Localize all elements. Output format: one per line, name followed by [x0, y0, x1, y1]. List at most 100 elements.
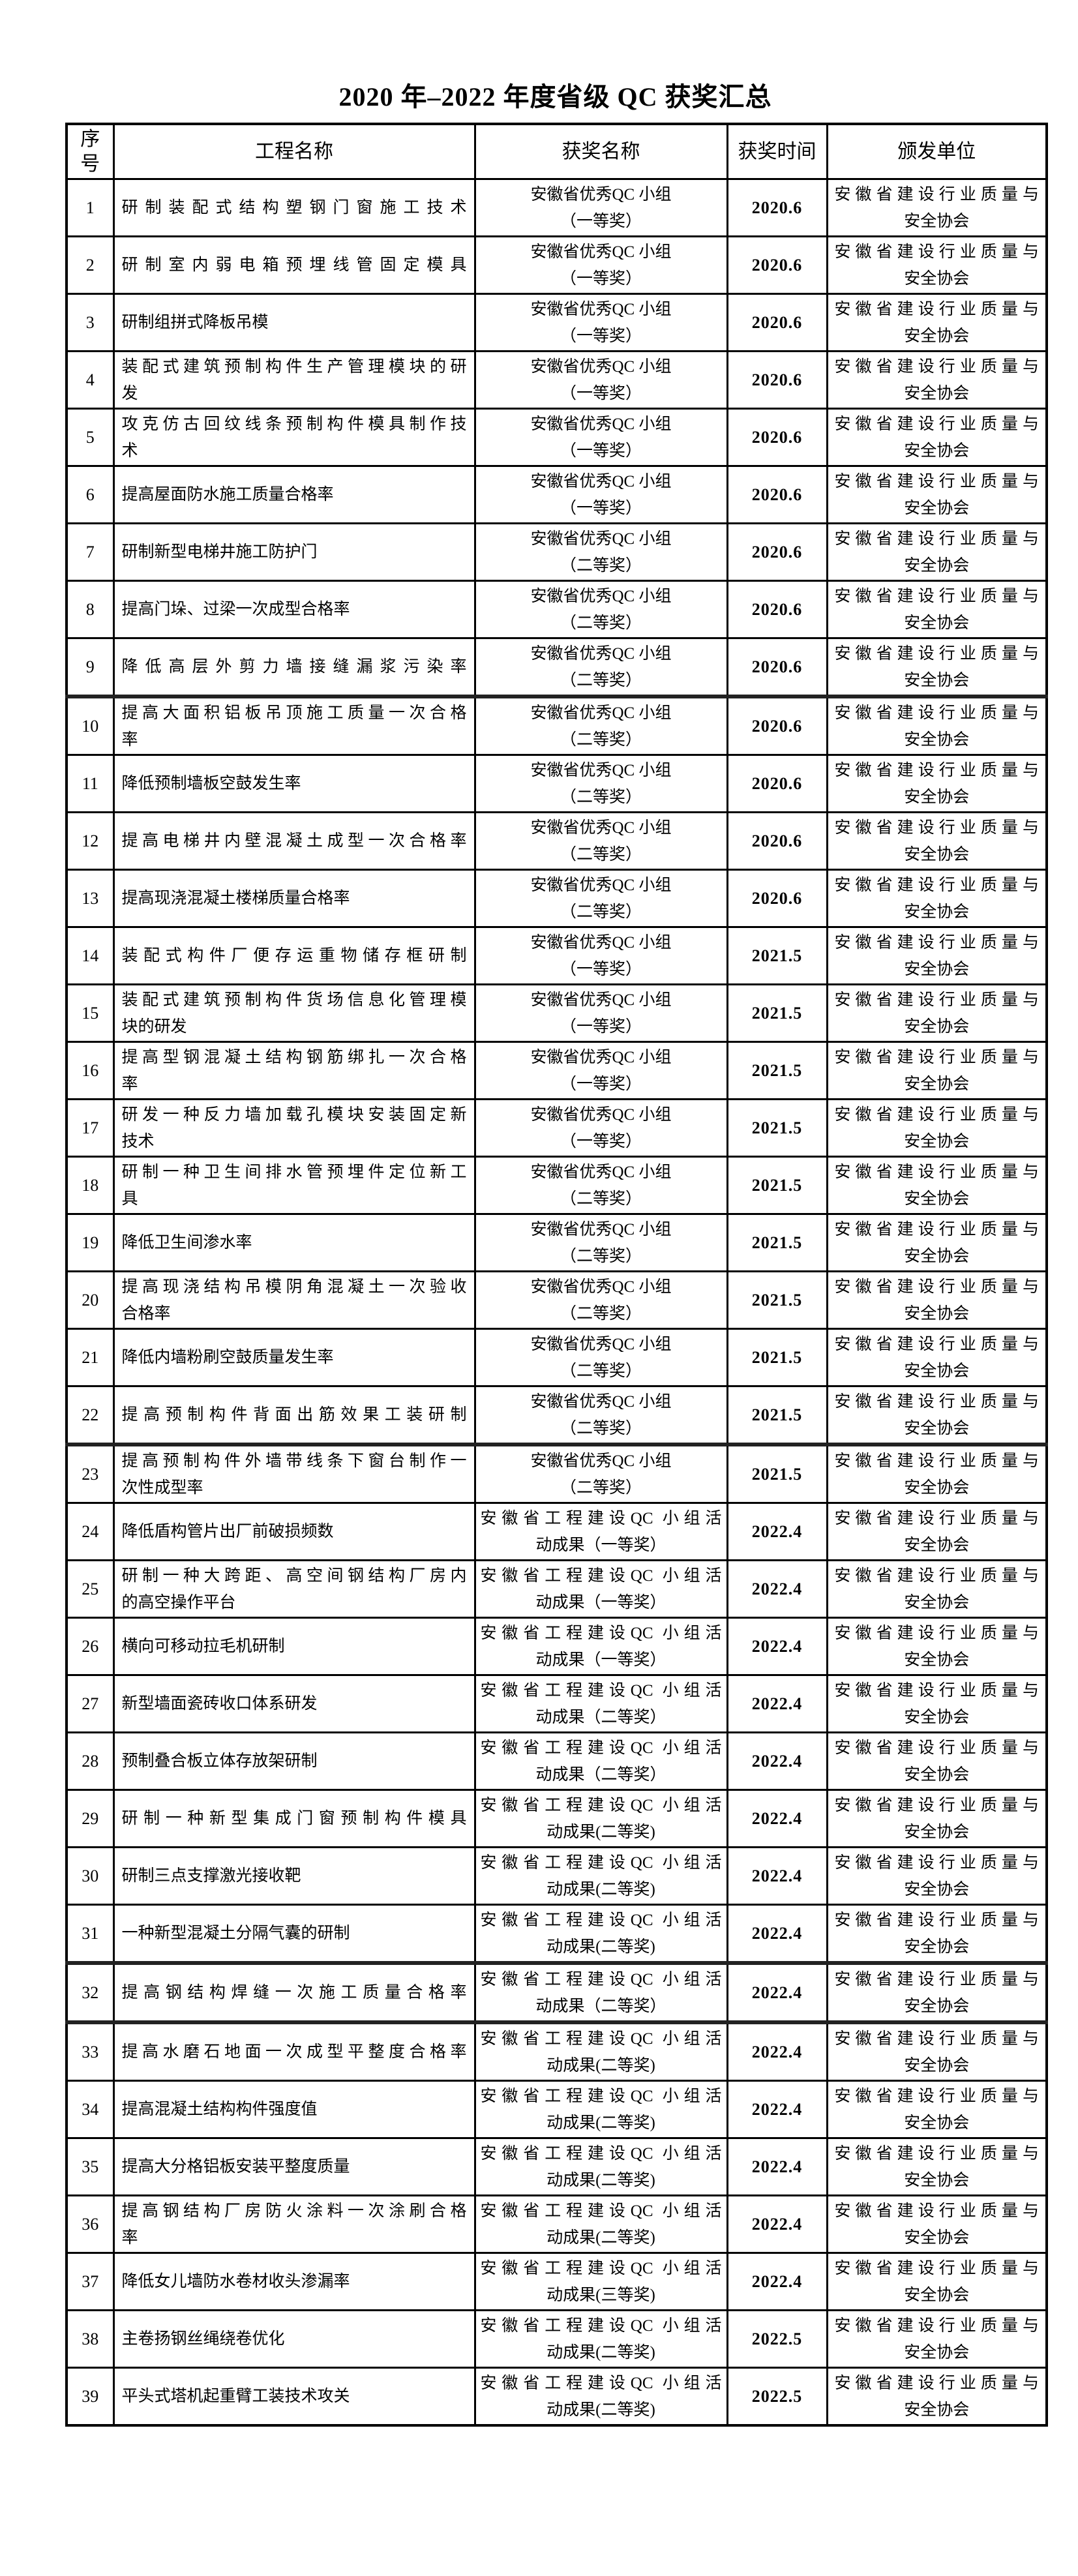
- cell-no: 18: [65, 1156, 115, 1215]
- cell-time: 2022.4: [726, 1846, 828, 1906]
- cell-issuer: 安徽省建设行业质量与 安全协会: [826, 1328, 1048, 1387]
- table-row: 35 提高大分格铝板安装平整度质量 安徽省工程建设QC 小组活 动成果(二等奖) 202…: [65, 2137, 1048, 2196]
- table-row: 26 横向可移动拉毛机研制 安徽省工程建设QC 小组活 动成果（一等奖） 2022.4 安…: [65, 1617, 1048, 1676]
- cell-time: 2022.5: [726, 2309, 828, 2369]
- cell-issuer: 安徽省建设行业质量与 安全协会: [826, 983, 1048, 1043]
- cell-issuer: 安徽省建设行业质量与 安全协会: [826, 695, 1048, 756]
- cell-award: 安徽省工程建设QC 小组活 动成果(二等奖): [473, 2367, 728, 2427]
- cell-issuer: 安徽省建设行业质量与 安全协会: [826, 1385, 1048, 1446]
- table-row: 22 提高预制构件背面出筋效果工装研制 安徽省优秀QC 小组 （二等奖） 2021.5 安…: [65, 1385, 1048, 1446]
- cell-name: 提高现浇结构吊模阴角混凝土一次验收 合格率: [112, 1270, 476, 1330]
- cell-time: 2020.6: [726, 754, 828, 813]
- cell-name: 研制三点支撑激光接收靶: [112, 1846, 476, 1906]
- column-header-award-name: 获奖名称: [473, 123, 728, 180]
- cell-no: 31: [65, 1904, 115, 1964]
- table-row: 33 提高水磨石地面一次成型平整度合格率 安徽省工程建设QC 小组活 动成果(二等奖)…: [65, 2020, 1048, 2082]
- cell-no: 23: [65, 1443, 115, 1504]
- cell-name: 研制一种大跨距、高空间钢结构厂房内 的高空操作平台: [112, 1559, 476, 1619]
- cell-issuer: 安徽省建设行业质量与 安全协会: [826, 1961, 1048, 2024]
- cell-no: 37: [65, 2252, 115, 2311]
- cell-name: 降低预制墙板空鼓发生率: [112, 754, 476, 813]
- cell-no: 36: [65, 2194, 115, 2254]
- cell-no: 29: [65, 1789, 115, 1848]
- cell-name: 提高型钢混凝土结构钢筋绑扎一次合格率: [112, 1041, 476, 1100]
- cell-award: 安徽省工程建设QC 小组活 动成果（一等奖）: [473, 1559, 728, 1619]
- table-row: 20 提高现浇结构吊模阴角混凝土一次验收 合格率 安徽省优秀QC 小组 （二等奖） 202…: [65, 1270, 1048, 1330]
- table-row: 9 降低高层外剪力墙接缝漏浆污染率 安徽省优秀QC 小组 （二等奖） 2020.6 安徽省…: [65, 637, 1048, 698]
- cell-time: 2021.5: [726, 926, 828, 985]
- cell-issuer: 安徽省建设行业质量与 安全协会: [826, 1846, 1048, 1906]
- cell-award: 安徽省优秀QC 小组 （二等奖）: [473, 1443, 728, 1504]
- table-row: 14 装配式构件厂便存运重物储存框研制 安徽省优秀QC 小组 （一等奖） 2021.5 安…: [65, 926, 1048, 985]
- cell-award: 安徽省优秀QC 小组 （一等奖）: [473, 465, 728, 524]
- cell-award: 安徽省优秀QC 小组 （二等奖）: [473, 1156, 728, 1215]
- table-row: 18 研制一种卫生间排水管预埋件定位新工具安徽省优秀QC 小组 （二等奖） 2021.…: [65, 1156, 1048, 1215]
- table-row: 21 降低内墙粉刷空鼓质量发生率 安徽省优秀QC 小组 （二等奖） 2021.5 安徽省建…: [65, 1328, 1048, 1387]
- cell-name: 提高门垛、过梁一次成型合格率: [112, 580, 476, 639]
- cell-issuer: 安徽省建设行业质量与 安全协会: [826, 637, 1048, 698]
- table-row: 6 提高屋面防水施工质量合格率 安徽省优秀QC 小组 （一等奖） 2020.6 安徽省建设…: [65, 465, 1048, 524]
- cell-award: 安徽省优秀QC 小组 （一等奖）: [473, 235, 728, 295]
- awards-table: 序号 工程名称 获奖名称 获奖时间 颁发单位 1 研制装配式结构塑钢门窗施工技术安…: [65, 123, 1048, 2427]
- cell-time: 2022.4: [726, 1731, 828, 1791]
- cell-name: 研制室内弱电箱预埋线管固定模具: [112, 235, 476, 295]
- cell-award: 安徽省工程建设QC 小组活 动成果（一等奖）: [473, 1502, 728, 1561]
- cell-time: 2022.4: [726, 2080, 828, 2139]
- cell-no: 22: [65, 1385, 115, 1446]
- cell-name: 提高钢结构焊缝一次施工质量合格率: [112, 1961, 476, 2024]
- cell-name: 研制一种新型集成门窗预制构件模具: [112, 1789, 476, 1848]
- cell-award: 安徽省工程建设QC 小组活 动成果(二等奖): [473, 2137, 728, 2196]
- cell-name: 提高屋面防水施工质量合格率: [112, 465, 476, 524]
- cell-name: 提高水磨石地面一次成型平整度合格率: [112, 2020, 476, 2082]
- cell-award: 安徽省工程建设QC 小组活 动成果(二等奖): [473, 1789, 728, 1848]
- cell-issuer: 安徽省建设行业质量与 安全协会: [826, 1041, 1048, 1100]
- cell-name: 预制叠合板立体存放架研制: [112, 1731, 476, 1791]
- cell-award: 安徽省优秀QC 小组 （二等奖）: [473, 754, 728, 813]
- table-row: 16 提高型钢混凝土结构钢筋绑扎一次合格率安徽省优秀QC 小组 （一等奖） 2021.…: [65, 1041, 1048, 1100]
- cell-no: 3: [65, 293, 115, 352]
- cell-no: 26: [65, 1617, 115, 1676]
- cell-issuer: 安徽省建设行业质量与 安全协会: [826, 1443, 1048, 1504]
- cell-issuer: 安徽省建设行业质量与 安全协会: [826, 1098, 1048, 1158]
- table-row: 15 装配式建筑预制构件货场信息化管理模 块的研发 安徽省优秀QC 小组 （一等奖） 20…: [65, 983, 1048, 1043]
- cell-time: 2021.5: [726, 1328, 828, 1387]
- cell-award: 安徽省优秀QC 小组 （二等奖）: [473, 811, 728, 871]
- cell-name: 提高电梯井内壁混凝土成型一次合格率: [112, 811, 476, 871]
- cell-award: 安徽省优秀QC 小组 （一等奖）: [473, 983, 728, 1043]
- cell-name: 研制装配式结构塑钢门窗施工技术: [112, 178, 476, 237]
- cell-time: 2021.5: [726, 1213, 828, 1272]
- cell-issuer: 安徽省建设行业质量与 安全协会: [826, 1502, 1048, 1561]
- cell-name: 攻克仿古回纹线条预制构件模具制作技术: [112, 408, 476, 467]
- cell-time: 2020.6: [726, 811, 828, 871]
- cell-time: 2021.5: [726, 1443, 828, 1504]
- cell-award: 安徽省优秀QC 小组 （一等奖）: [473, 1041, 728, 1100]
- cell-time: 2022.4: [726, 1559, 828, 1619]
- table-row: 38 主卷扬钢丝绳绕卷优化 安徽省工程建设QC 小组活 动成果(二等奖) 2022.5 安…: [65, 2309, 1048, 2369]
- cell-time: 2021.5: [726, 1098, 828, 1158]
- header-row: 序号 工程名称 获奖名称 获奖时间 颁发单位: [65, 123, 1048, 180]
- cell-award: 安徽省优秀QC 小组 （二等奖）: [473, 1385, 728, 1446]
- cell-time: 2022.4: [726, 1789, 828, 1848]
- table-row: 11 降低预制墙板空鼓发生率 安徽省优秀QC 小组 （二等奖） 2020.6 安徽省建设行…: [65, 754, 1048, 813]
- cell-award: 安徽省工程建设QC 小组活 动成果(二等奖): [473, 2194, 728, 2254]
- cell-no: 14: [65, 926, 115, 985]
- cell-award: 安徽省工程建设QC 小组活 动成果(二等奖): [473, 2080, 728, 2139]
- cell-name: 提高混凝土结构构件强度值: [112, 2080, 476, 2139]
- cell-no: 28: [65, 1731, 115, 1791]
- cell-award: 安徽省优秀QC 小组 （一等奖）: [473, 293, 728, 352]
- cell-no: 35: [65, 2137, 115, 2196]
- page-title: 2020 年–2022 年度省级 QC 获奖汇总: [338, 82, 772, 112]
- cell-name: 提高大分格铝板安装平整度质量: [112, 2137, 476, 2196]
- cell-name: 提高大面积铝板吊顶施工质量一次合格率: [112, 695, 476, 756]
- cell-time: 2022.4: [726, 1904, 828, 1964]
- cell-name: 降低卫生间渗水率: [112, 1213, 476, 1272]
- cell-name: 降低盾构管片出厂前破损频数: [112, 1502, 476, 1561]
- cell-issuer: 安徽省建设行业质量与 安全协会: [826, 1156, 1048, 1215]
- cell-time: 2020.6: [726, 637, 828, 698]
- cell-issuer: 安徽省建设行业质量与 安全协会: [826, 2020, 1048, 2082]
- cell-no: 20: [65, 1270, 115, 1330]
- cell-issuer: 安徽省建设行业质量与 安全协会: [826, 1789, 1048, 1848]
- cell-no: 8: [65, 580, 115, 639]
- table-row: 34 提高混凝土结构构件强度值 安徽省工程建设QC 小组活 动成果(二等奖) 2022.…: [65, 2080, 1048, 2139]
- table-row: 8 提高门垛、过梁一次成型合格率 安徽省优秀QC 小组 （二等奖） 2020.6 安徽省建…: [65, 580, 1048, 639]
